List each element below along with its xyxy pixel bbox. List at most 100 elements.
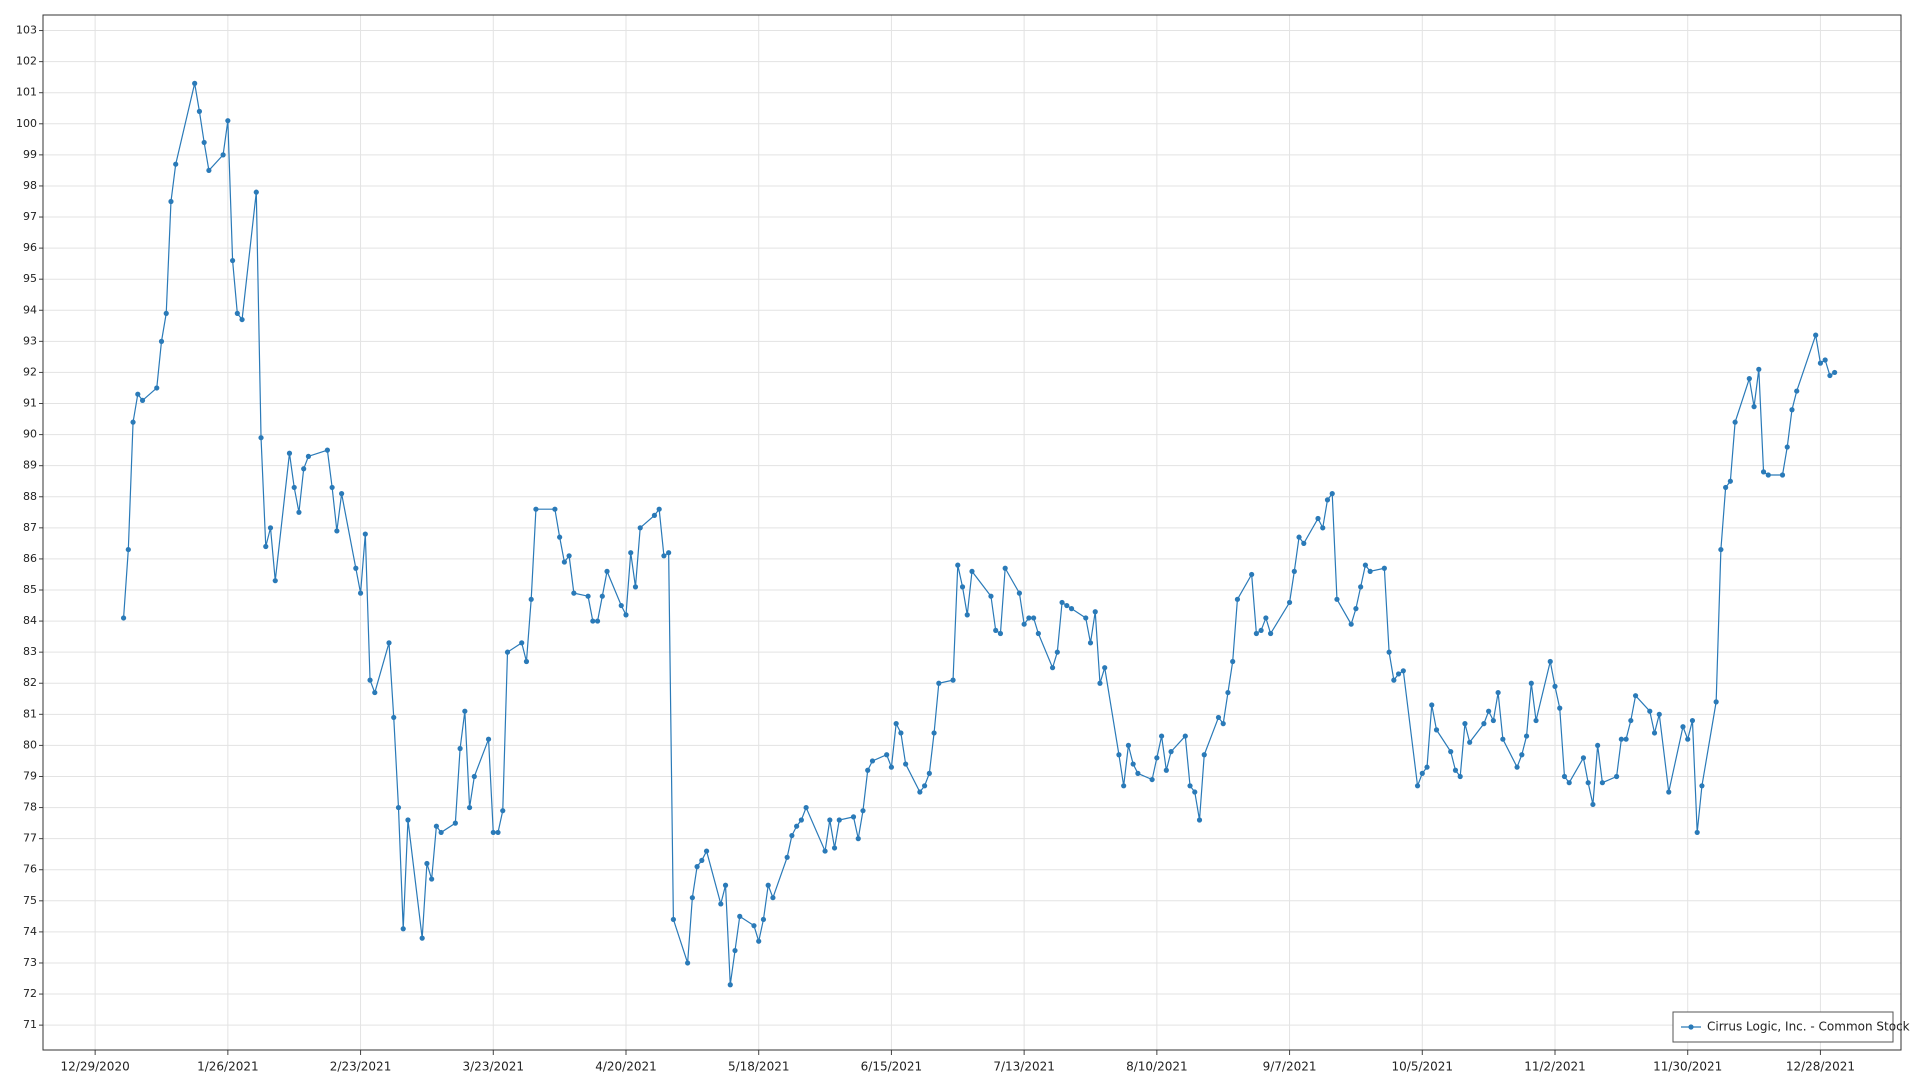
data-point: [286, 450, 293, 456]
data-point: [1647, 708, 1653, 714]
data-point: [1253, 630, 1259, 637]
data-point: [1614, 773, 1620, 780]
data-point: [988, 593, 994, 599]
data-point: [1822, 357, 1828, 363]
data-point: [997, 630, 1004, 637]
legend: Cirrus Logic, Inc. - Common Stock: [1672, 1011, 1910, 1043]
data-point: [500, 808, 506, 814]
data-point: [296, 509, 302, 515]
data-point: [1026, 615, 1032, 621]
data-point: [519, 640, 525, 646]
data-point: [1021, 621, 1027, 627]
data-point: [1452, 767, 1459, 773]
data-point: [1746, 376, 1752, 382]
data-point: [485, 736, 492, 742]
data-point: [860, 808, 866, 814]
y-tick-label: 73: [23, 956, 37, 969]
data-point: [604, 568, 610, 574]
data-point: [457, 745, 463, 752]
data-point: [291, 484, 297, 491]
y-tick-label: 83: [23, 645, 37, 658]
data-point: [1064, 602, 1070, 609]
data-point: [433, 823, 440, 829]
data-point: [1263, 615, 1269, 621]
y-tick-label: 91: [23, 397, 37, 410]
data-point: [1595, 742, 1601, 749]
data-point: [1599, 780, 1605, 786]
data-point: [803, 804, 809, 811]
data-point: [1723, 484, 1729, 491]
data-point: [135, 391, 141, 397]
data-point: [732, 947, 738, 954]
data-point: [727, 982, 733, 988]
data-point: [1547, 658, 1553, 665]
data-point: [1154, 755, 1160, 761]
data-point: [1125, 742, 1132, 749]
data-point: [1258, 627, 1264, 634]
y-tick-label: 97: [23, 210, 37, 223]
data-point: [1358, 584, 1364, 590]
data-point: [163, 310, 169, 316]
data-point: [703, 848, 710, 854]
data-point: [125, 546, 131, 553]
data-point: [1016, 590, 1022, 596]
data-point: [1149, 776, 1155, 783]
data-point: [1666, 789, 1672, 795]
data-point: [685, 960, 691, 966]
x-tick-label: 3/23/2021: [463, 1060, 525, 1074]
data-point: [1533, 717, 1539, 724]
data-point: [751, 923, 757, 929]
data-point: [1784, 444, 1790, 450]
data-point: [1334, 596, 1340, 602]
data-point: [1779, 472, 1786, 478]
data-point: [220, 152, 226, 158]
data-point: [1685, 736, 1691, 742]
data-point: [865, 767, 871, 773]
data-point: [836, 817, 842, 823]
data-point: [632, 584, 639, 590]
data-point: [305, 453, 312, 459]
data-point: [120, 615, 127, 621]
data-point: [1500, 736, 1506, 742]
data-point: [1320, 525, 1326, 531]
x-tick-label: 2/23/2021: [330, 1060, 392, 1074]
y-tick-label: 93: [23, 334, 37, 347]
data-point: [1433, 727, 1440, 733]
x-tick-label: 9/7/2021: [1263, 1060, 1317, 1074]
data-point: [1732, 419, 1738, 425]
data-point: [1448, 749, 1454, 755]
data-point: [229, 257, 236, 264]
x-tick-label: 10/5/2021: [1392, 1060, 1454, 1074]
data-point: [699, 857, 705, 864]
data-point: [1395, 671, 1402, 677]
y-tick-label: 92: [23, 365, 37, 378]
data-point: [760, 916, 767, 923]
data-point: [1561, 773, 1568, 780]
data-point: [154, 385, 160, 391]
data-point: [1097, 680, 1103, 686]
data-point: [372, 689, 378, 696]
data-point: [1348, 621, 1354, 627]
data-point: [594, 618, 601, 624]
legend-label: Cirrus Logic, Inc. - Common Stock: [1707, 1020, 1910, 1034]
y-tick-label: 84: [23, 614, 37, 627]
data-point: [765, 882, 771, 888]
data-point: [1827, 372, 1833, 379]
data-point: [1462, 721, 1468, 727]
data-point: [1467, 739, 1473, 745]
data-point: [1130, 761, 1136, 767]
data-point: [490, 829, 496, 836]
data-point: [903, 761, 909, 767]
data-point: [1557, 705, 1563, 711]
data-point: [1220, 721, 1226, 727]
data-point: [1457, 773, 1463, 780]
data-point: [196, 108, 203, 114]
data-point: [993, 627, 999, 634]
data-point: [831, 845, 838, 851]
data-point: [1632, 693, 1639, 699]
data-point: [590, 618, 596, 624]
y-tick-label: 98: [23, 179, 37, 192]
y-tick-label: 77: [23, 832, 37, 845]
data-point: [884, 752, 890, 758]
data-point: [495, 829, 501, 836]
